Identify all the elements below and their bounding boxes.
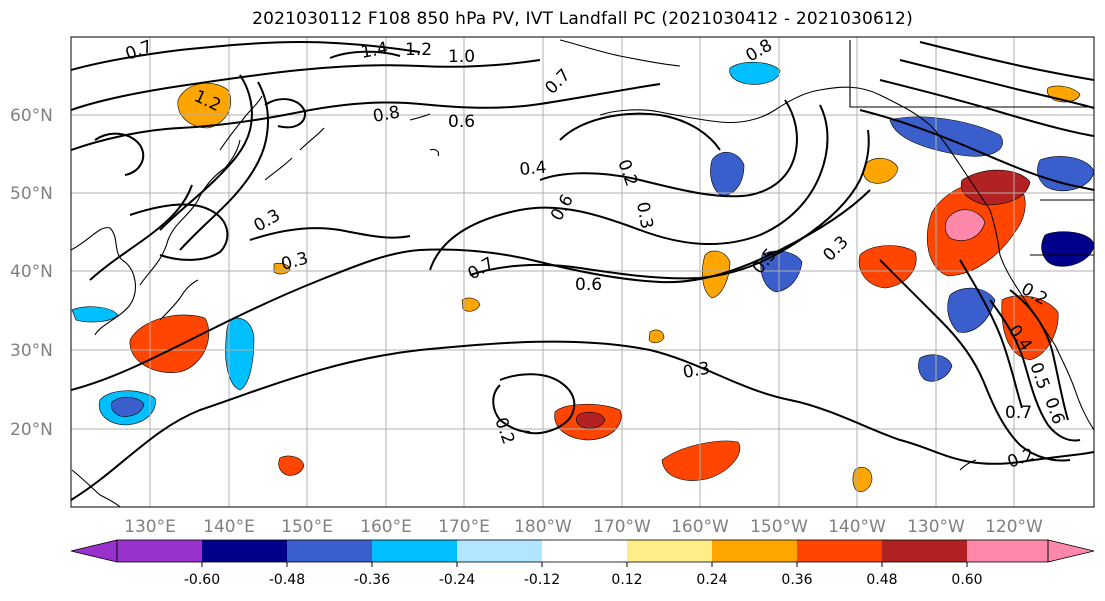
lon-label: 170°W xyxy=(593,517,651,537)
colorbar-segment xyxy=(797,540,882,562)
colorbar-segment xyxy=(457,540,542,562)
colorbar-tick-label: -0.36 xyxy=(354,572,390,588)
lat-label-20n: 20°N xyxy=(10,420,53,440)
colorbar-tick-label: -0.24 xyxy=(439,572,475,588)
colorbar-tick-label: 0.60 xyxy=(951,572,982,588)
contour-label: 0.6 xyxy=(575,275,602,295)
lat-label-40n: 40°N xyxy=(10,262,53,282)
pv-contours xyxy=(71,40,1094,501)
contour-label: 0.8 xyxy=(371,103,401,127)
contour-label: 1.2 xyxy=(405,40,432,60)
colorbar-tick-label: 0.48 xyxy=(866,572,897,588)
colorbar-segment xyxy=(287,540,372,562)
colorbar-extend-left xyxy=(70,539,118,563)
lon-label: 130°W xyxy=(907,517,965,537)
colorbar-tick-label: -0.48 xyxy=(269,572,305,588)
colorbar: -0.60 -0.48 -0.36 -0.24 -0.12 0.12 0.24 … xyxy=(70,539,1095,588)
colorbar-tick-label: -0.60 xyxy=(184,572,220,588)
lon-label: 170°E xyxy=(438,517,490,537)
colorbar-segment xyxy=(712,540,797,562)
colorbar-segment xyxy=(882,540,967,562)
lon-label: 160°E xyxy=(360,517,412,537)
colorbar-tick-label: 0.24 xyxy=(696,572,727,588)
contour-label: 1.4 xyxy=(359,39,389,63)
colorbar-extend-right xyxy=(1047,539,1095,563)
colorbar-outline xyxy=(116,539,1049,563)
contour-label: 1.0 xyxy=(448,47,475,67)
map-frame xyxy=(70,36,1095,508)
lon-label: 180°W xyxy=(514,517,572,537)
lon-label: 130°E xyxy=(124,517,176,537)
colorbar-tick-label: 0.36 xyxy=(781,572,812,588)
contour-label: 0.7 xyxy=(1005,403,1032,423)
lon-label: 140°W xyxy=(828,517,886,537)
lat-label-60n: 60°N xyxy=(10,106,53,126)
lon-label: 160°W xyxy=(671,517,729,537)
lon-label: 140°E xyxy=(203,517,255,537)
graticule xyxy=(71,37,1094,507)
latitude-labels: 60°N 50°N 40°N 30°N 20°N xyxy=(10,106,53,440)
colorbar-tick-label: 0.12 xyxy=(611,572,642,588)
contour-label: 0.4 xyxy=(519,158,548,180)
lon-label: 120°W xyxy=(985,517,1043,537)
contour-label: 0.6 xyxy=(448,112,475,132)
colorbar-segment xyxy=(542,540,627,562)
contour-label: 0.3 xyxy=(632,200,656,230)
colorbar-segment xyxy=(627,540,712,562)
lat-label-30n: 30°N xyxy=(10,341,53,361)
colorbar-tick-label: -0.12 xyxy=(524,572,560,588)
longitude-labels: 130°E 140°E 150°E 160°E 170°E 180°W 170°… xyxy=(124,517,1043,537)
colorbar-segment xyxy=(202,540,287,562)
colorbar-segment xyxy=(967,540,1052,562)
lat-label-50n: 50°N xyxy=(10,184,53,204)
colorbar-segment xyxy=(117,540,202,562)
contour-label: 0.3 xyxy=(681,359,711,383)
lon-label: 150°E xyxy=(281,517,333,537)
colorbar-segment xyxy=(372,540,457,562)
map-title: 2021030112 F108 850 hPa PV, IVT Landfall… xyxy=(252,9,913,29)
lon-label: 150°W xyxy=(750,517,808,537)
